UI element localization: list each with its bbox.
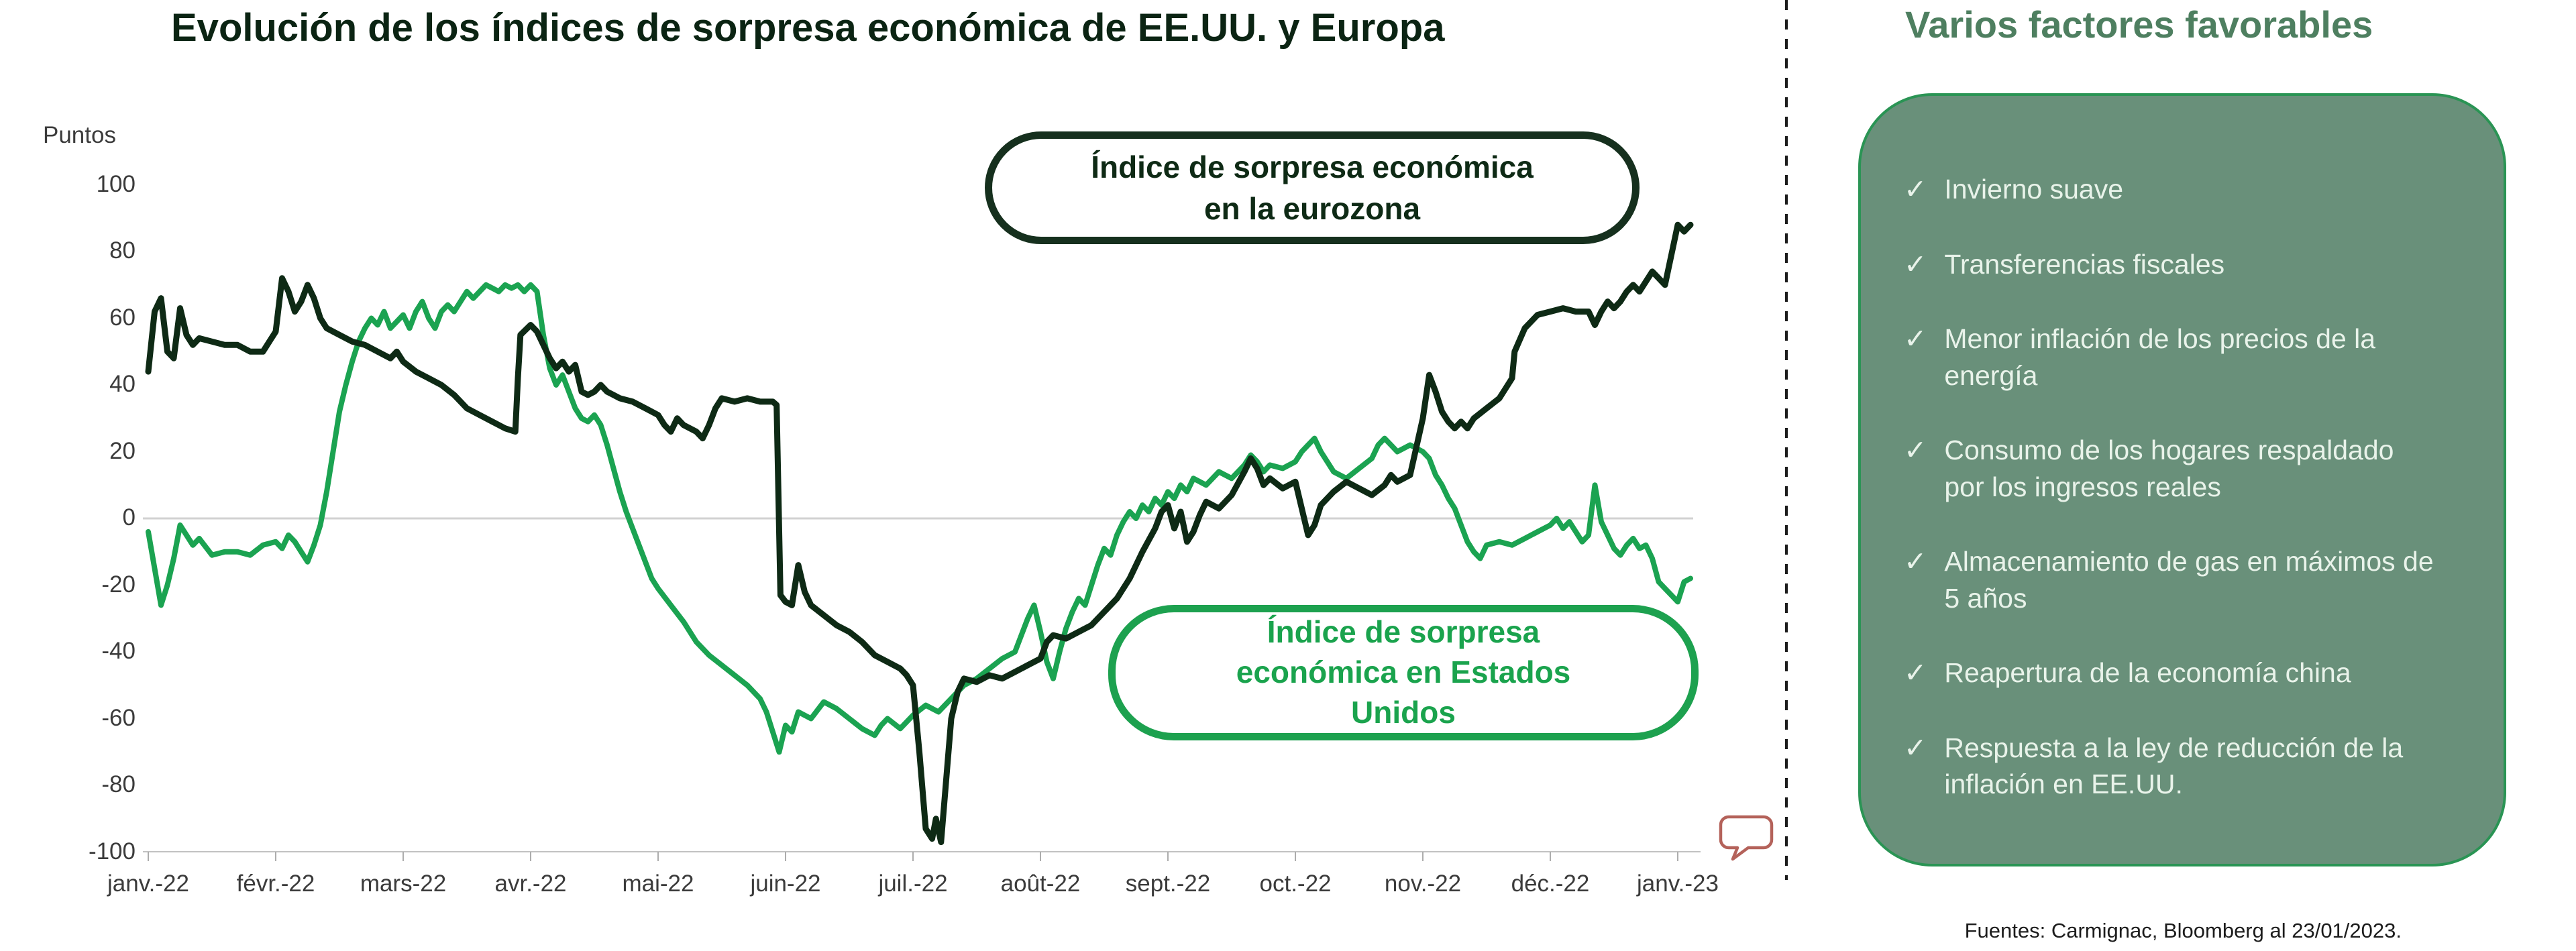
x-tick-label: mai-22 — [622, 871, 694, 897]
legend-us-line1: Índice de sorpresa — [1267, 614, 1540, 650]
x-tick-label: janv.-22 — [107, 871, 189, 897]
series-line-us — [146, 282, 1693, 755]
y-tick-label: 0 — [122, 504, 136, 530]
y-axis-label: Puntos — [43, 122, 116, 148]
x-tick-label: déc.-22 — [1511, 871, 1590, 897]
checklist-item: ✓ Almacenamiento de gas en máximos de 5 a… — [1904, 543, 2466, 616]
check-icon: ✓ — [1904, 732, 1927, 763]
x-tick-label: mars-22 — [360, 871, 447, 897]
y-tick-label: -60 — [101, 704, 136, 731]
y-tick-label: -20 — [101, 571, 136, 598]
favorable-factors-panel: ✓ Invierno suave ✓ Transferencias fiscales ✓… — [1858, 93, 2506, 866]
checklist-item-label: Almacenamiento de gas en máximos de 5 añ… — [1944, 546, 2434, 614]
x-tick-label: nov.-22 — [1384, 871, 1462, 897]
y-tick-label: 40 — [109, 371, 136, 397]
legend-us-line2: económica en Estados — [1236, 655, 1571, 690]
line-chart — [143, 221, 1701, 861]
y-tick-label: -40 — [101, 638, 136, 664]
x-tick-label: oct.-22 — [1259, 871, 1332, 897]
y-tick-label: 100 — [96, 170, 136, 197]
checklist-item: ✓ Consumo de los hogares respaldado por l… — [1904, 432, 2466, 505]
page-title: Evolución de los índices de sorpresa eco… — [171, 6, 1445, 50]
legend-us: Índice de sorpresa económica en Estados … — [1108, 605, 1699, 740]
y-tick-label: 80 — [109, 237, 136, 264]
check-icon: ✓ — [1904, 435, 1927, 466]
source-note: Fuentes: Carmignac, Bloomberg al 23/01/2… — [1964, 919, 2402, 942]
checklist-item: ✓ Transferencias fiscales — [1904, 246, 2466, 283]
y-tick-label: -100 — [88, 838, 136, 864]
x-tick-label: avr.-22 — [494, 871, 567, 897]
checklist-item: ✓ Invierno suave — [1904, 171, 2466, 208]
chart-series — [145, 221, 1694, 846]
sidebar-heading: Varios factores favorables — [1905, 3, 2373, 46]
checklist-item-label: Transferencias fiscales — [1944, 248, 2225, 280]
x-tick-label: août-22 — [1000, 871, 1081, 897]
checklist-item-label: Respuesta a la ley de reducción de la in… — [1944, 732, 2404, 800]
dashed-divider — [1785, 0, 1788, 880]
checklist-item: ✓ Respuesta a la ley de reducción de la i… — [1904, 730, 2466, 803]
checklist-item: ✓ Reapertura de la economía china — [1904, 655, 2466, 691]
checklist-item-label: Consumo de los hogares respaldado por lo… — [1944, 435, 2394, 502]
x-tick-label: sept.-22 — [1125, 871, 1211, 897]
speech-bubble-icon — [1719, 814, 1775, 865]
legend-eurozone-line2: en la eurozona — [1203, 191, 1421, 226]
series-line-eurozone — [145, 221, 1694, 846]
check-icon: ✓ — [1904, 248, 1927, 280]
x-tick-label: févr.-22 — [236, 871, 315, 897]
checklist-item-label: Invierno suave — [1944, 174, 2124, 205]
legend-eurozone-line1: Índice de sorpresa económica — [1091, 149, 1534, 184]
y-tick-label: -80 — [101, 771, 136, 797]
check-icon: ✓ — [1904, 174, 1927, 205]
checklist-item-label: Menor inflación de los precios de la ene… — [1944, 323, 2376, 391]
checklist-item-label: Reapertura de la economía china — [1944, 657, 2351, 689]
check-icon: ✓ — [1904, 546, 1927, 577]
legend-us-line3: Unidos — [1351, 694, 1456, 730]
checklist-item: ✓ Menor inflación de los precios de la en… — [1904, 321, 2466, 394]
x-tick-label: juil.-22 — [878, 871, 948, 897]
x-axis-tick-marks — [148, 852, 1678, 861]
y-tick-label: 20 — [109, 437, 136, 464]
x-tick-label: janv.-23 — [1637, 871, 1719, 897]
check-icon: ✓ — [1904, 657, 1927, 689]
legend-eurozone: Índice de sorpresa económica en la euroz… — [985, 131, 1640, 244]
y-tick-label: 60 — [109, 304, 136, 331]
x-tick-label: juin-22 — [750, 871, 821, 897]
check-icon: ✓ — [1904, 323, 1927, 355]
